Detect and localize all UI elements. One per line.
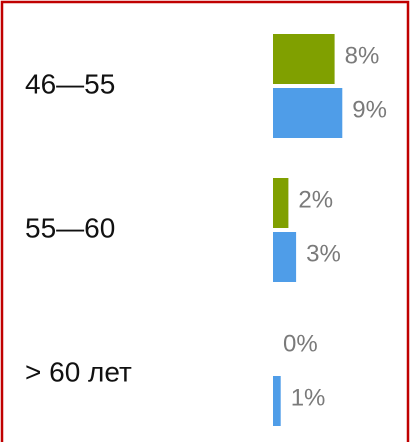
value-label: 9%: [352, 96, 387, 123]
category-label: 55—60: [25, 212, 115, 243]
bar: [273, 34, 335, 84]
bar: [273, 178, 289, 228]
value-label: 8%: [345, 42, 380, 69]
value-label: 1%: [291, 384, 326, 411]
value-label: 2%: [298, 186, 333, 213]
category-label: > 60 лет: [25, 356, 132, 387]
bar: [273, 232, 297, 282]
category-label: 46—55: [25, 68, 115, 99]
value-label: 3%: [306, 240, 341, 267]
bar: [273, 88, 343, 138]
value-label: 0%: [283, 330, 318, 357]
bar: [273, 376, 281, 426]
